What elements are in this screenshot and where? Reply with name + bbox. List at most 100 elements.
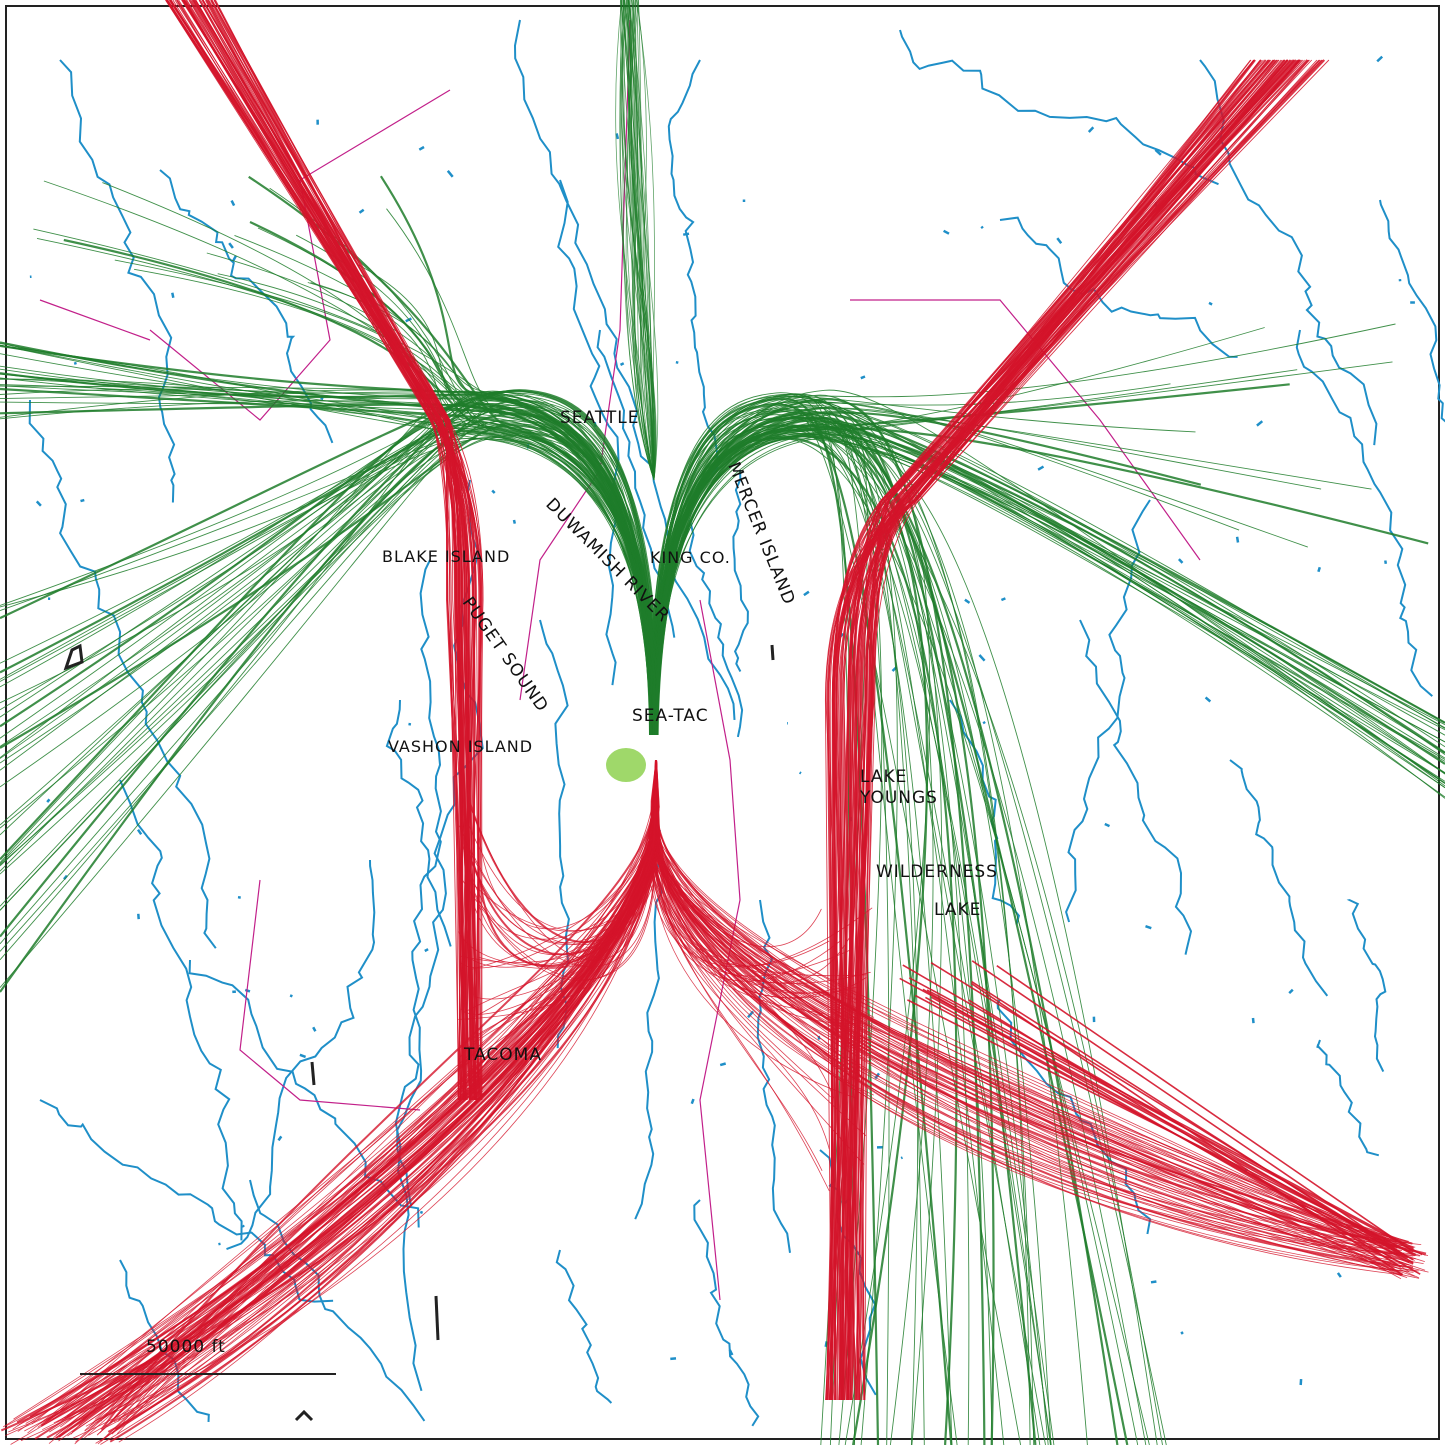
arrival-track [651, 759, 1413, 1244]
lake [231, 255, 238, 262]
arrival-track [655, 759, 1422, 1245]
lake [73, 361, 77, 365]
arrival-track [842, 59, 1322, 1401]
label-sea-tac: SEA-TAC [632, 706, 709, 726]
label-lake-meridian: LAKE [860, 767, 907, 787]
arrival-track [857, 59, 1272, 1401]
lake [136, 828, 143, 836]
departure-track [656, 361, 1393, 736]
arrival-track [205, 0, 477, 1101]
lake [860, 375, 866, 380]
departure-track [0, 408, 653, 739]
arrival-track [477, 759, 657, 930]
label-king-co: KING CO. [650, 548, 731, 567]
lake [1288, 988, 1294, 995]
lake [719, 1062, 727, 1067]
departure-track [234, 234, 655, 736]
departure-track [386, 208, 654, 736]
lake [277, 1135, 283, 1142]
departure-track [657, 434, 1445, 762]
lake [320, 396, 324, 401]
shoreline [119, 779, 243, 1241]
shoreline [119, 1259, 210, 1422]
arrival-track [17, 759, 657, 1427]
arrival-track [475, 759, 657, 966]
arrival-track [971, 980, 1414, 1264]
lake [1104, 822, 1111, 828]
arrival-track [856, 59, 1262, 1401]
lake [1256, 420, 1264, 427]
shoreline [555, 1249, 613, 1404]
departure-track [652, 407, 1322, 736]
arrival-track [176, 0, 471, 1101]
arrival-track [31, 759, 657, 1425]
label-lake-youngs: YOUNGS [859, 788, 938, 808]
lake [419, 1210, 424, 1215]
lake [619, 362, 625, 367]
arrival-track [926, 989, 1423, 1256]
lake [171, 292, 175, 299]
lake [299, 1053, 307, 1059]
lake [1376, 55, 1384, 63]
lake [803, 590, 810, 597]
lake [491, 489, 496, 494]
lake [1180, 1331, 1184, 1335]
lake [512, 519, 517, 524]
lake [1317, 566, 1321, 573]
departure-track [628, 0, 655, 481]
arrival-track [829, 59, 1301, 1401]
lake [1150, 1280, 1157, 1284]
departure-track [651, 438, 1445, 775]
departure-track [630, 0, 655, 481]
arrival-track [34, 759, 659, 1440]
lake [80, 498, 85, 503]
shoreline [226, 859, 376, 1251]
arrival-track [13, 759, 657, 1420]
lake [1251, 1017, 1255, 1024]
lake [418, 145, 425, 151]
departure-track [0, 399, 659, 771]
lake [1154, 148, 1162, 156]
lake [1384, 560, 1388, 564]
lake [289, 994, 293, 998]
departure-track [653, 422, 1055, 1445]
shoreline [1229, 759, 1329, 997]
shoreline [1346, 899, 1387, 1073]
shoreline [667, 59, 719, 477]
shoreline [1379, 199, 1445, 423]
arrival-track [5, 759, 659, 1427]
departure-track [0, 424, 656, 749]
scale-bar-label: 50000 ft [146, 1337, 226, 1357]
arrival-track [835, 59, 1254, 1401]
lake [1204, 696, 1212, 703]
arrival-track [89, 759, 659, 1427]
departure-track [0, 342, 656, 736]
arrival-track [655, 759, 1399, 1254]
departure-track [656, 408, 1445, 736]
departure-track [622, 0, 657, 481]
lake [798, 771, 802, 775]
arrival-track [968, 999, 1402, 1268]
label-wilderness-lake: LAKE [934, 900, 981, 920]
shoreline [396, 559, 442, 1207]
departure-track [650, 414, 1445, 743]
arrival-track [655, 759, 1398, 1267]
departure-track [631, 0, 655, 481]
departure-track [0, 418, 658, 736]
label-vashon-island: VASHON ISLAND [388, 737, 533, 756]
departure-track [653, 416, 919, 1445]
departure-track [0, 407, 655, 867]
lake [615, 133, 620, 140]
arrival-track [195, 0, 480, 1101]
shoreline [188, 959, 420, 1228]
departure-track [654, 436, 958, 1445]
lake [241, 1224, 245, 1228]
lake [446, 170, 454, 178]
departure-track [650, 413, 970, 1445]
departure-track [0, 407, 655, 759]
lake [1208, 301, 1213, 306]
arrival-track [116, 759, 657, 1435]
